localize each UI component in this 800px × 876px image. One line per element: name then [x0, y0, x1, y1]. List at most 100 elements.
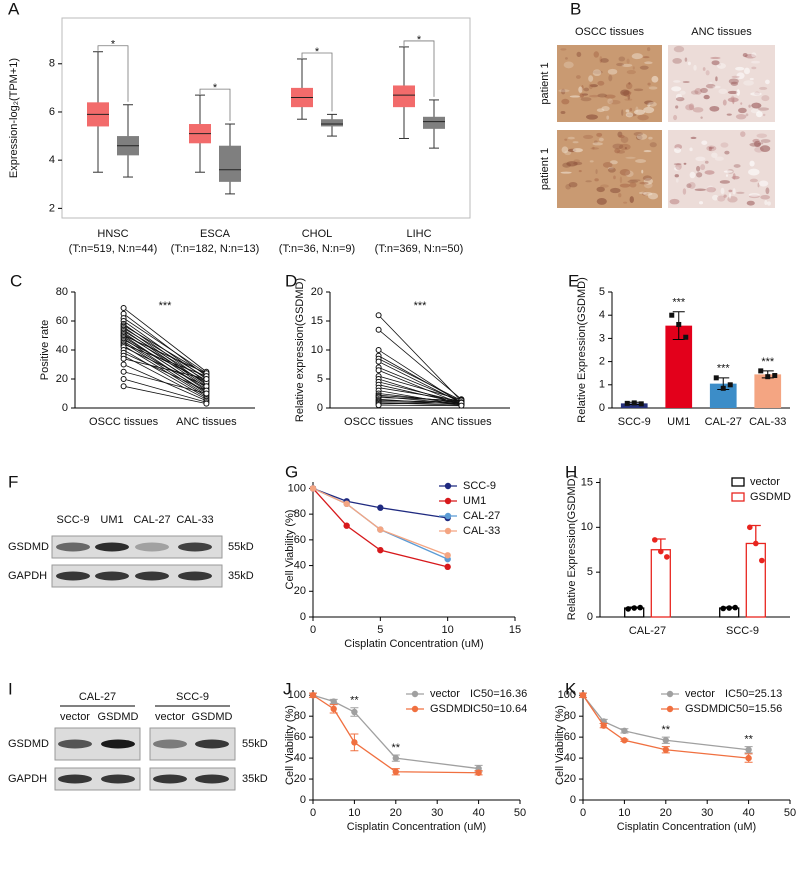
x-tick-label: 20 [390, 807, 402, 819]
blot-band [56, 542, 90, 552]
legend-label: SCC-9 [463, 480, 496, 492]
tissue-texture [673, 45, 685, 53]
pair-line [378, 369, 462, 405]
data-point [444, 552, 451, 559]
tissue-texture [600, 58, 609, 63]
x-tick-label: ANC tissues [431, 416, 492, 428]
data-point [120, 355, 127, 362]
significance-label: *** [717, 363, 731, 375]
y-tick-label: 0 [599, 402, 605, 414]
tissue-texture [757, 107, 770, 111]
tissue-texture [614, 148, 621, 154]
tissue-texture [723, 170, 733, 173]
tissue-texture [588, 83, 593, 90]
tissue-texture [746, 200, 755, 206]
y-tick-label: 0 [300, 794, 306, 806]
legend-label: CAL-33 [463, 525, 500, 537]
size-label: 55kD [242, 738, 268, 750]
protein-label: GSDMD [8, 738, 49, 750]
size-label: 35kD [242, 773, 268, 785]
tissue-texture [599, 56, 603, 64]
tissue-texture [750, 92, 762, 96]
data-point [330, 705, 337, 713]
legend-label: UM1 [463, 495, 486, 507]
tissue-texture [758, 142, 764, 145]
x-tick-label: 10 [618, 807, 630, 819]
y-tick-label: 0 [300, 611, 306, 623]
y-tick-label: 0 [570, 794, 576, 806]
tissue-texture [618, 56, 626, 62]
tissue-texture [607, 166, 614, 170]
data-point [759, 557, 765, 564]
tissue-texture [740, 131, 746, 137]
tissue-texture [726, 113, 732, 116]
y-tick-label: 20 [311, 286, 323, 298]
tissue-texture [583, 134, 594, 139]
data-point [747, 524, 753, 531]
pair-line [378, 329, 462, 400]
blot-band [56, 571, 90, 581]
tissue-texture [578, 170, 582, 173]
tissue-texture [696, 172, 703, 178]
tissue-texture [716, 195, 726, 202]
data-point [375, 312, 382, 319]
tissue-texture [619, 176, 623, 184]
y-axis-label: Cell Viability (%) [554, 705, 566, 785]
data-point [720, 385, 726, 391]
tissue-texture [743, 80, 754, 86]
tissue-texture [675, 163, 682, 171]
data-point [579, 692, 587, 699]
tissue-texture [624, 98, 633, 101]
tissue-texture [689, 147, 693, 152]
group-label: CAL-27 [79, 691, 116, 703]
data-point [120, 304, 127, 311]
y-tick-label: 4 [49, 154, 55, 166]
data-point [203, 376, 210, 382]
tissue-texture [765, 79, 770, 85]
tissue-texture [690, 90, 699, 95]
tissue-texture [627, 180, 639, 184]
legend-label: vector [685, 688, 715, 700]
legend-swatch [731, 492, 745, 502]
x-tick-label: 50 [514, 807, 526, 819]
tissue-texture [742, 53, 748, 58]
blot-band [195, 774, 229, 784]
tissue-texture [700, 164, 706, 171]
protein-label: GAPDH [8, 570, 47, 582]
tissue-texture [596, 186, 605, 193]
tissue-texture [639, 181, 649, 185]
panel-letter: G [285, 462, 298, 481]
data-point [726, 605, 732, 611]
bar [620, 403, 648, 408]
data-point [120, 368, 127, 375]
tissue-texture [616, 62, 624, 67]
data-point [309, 485, 317, 492]
tissue-texture [625, 109, 630, 113]
tissue-texture [568, 181, 578, 188]
significance-label: ** [392, 742, 401, 754]
lane-label: SCC-9 [56, 514, 89, 526]
data-point [377, 546, 384, 554]
significance-bracket [97, 45, 129, 102]
data-point [727, 382, 733, 388]
x-tick-label: HNSC [97, 228, 128, 240]
blot-band [101, 774, 135, 784]
tissue-texture [728, 189, 733, 193]
tissue-texture [564, 138, 568, 141]
panel-letter: D [285, 271, 297, 290]
tissue-texture [607, 167, 616, 173]
tissue-texture [626, 70, 636, 75]
y-tick-label: 100 [288, 482, 306, 494]
data-point [203, 390, 210, 397]
tissue-texture [610, 187, 621, 194]
y-tick-label: 40 [564, 752, 576, 764]
tissue-texture [761, 95, 770, 102]
pair-line [123, 317, 207, 374]
column-label: OSCC tissues [575, 26, 645, 38]
tissue-texture [760, 194, 771, 200]
legend-note: IC50=25.13 [725, 688, 782, 700]
tissue-texture [675, 97, 685, 102]
tissue-texture [711, 152, 718, 158]
tissue-texture [596, 108, 605, 113]
tissue-texture [612, 143, 624, 150]
